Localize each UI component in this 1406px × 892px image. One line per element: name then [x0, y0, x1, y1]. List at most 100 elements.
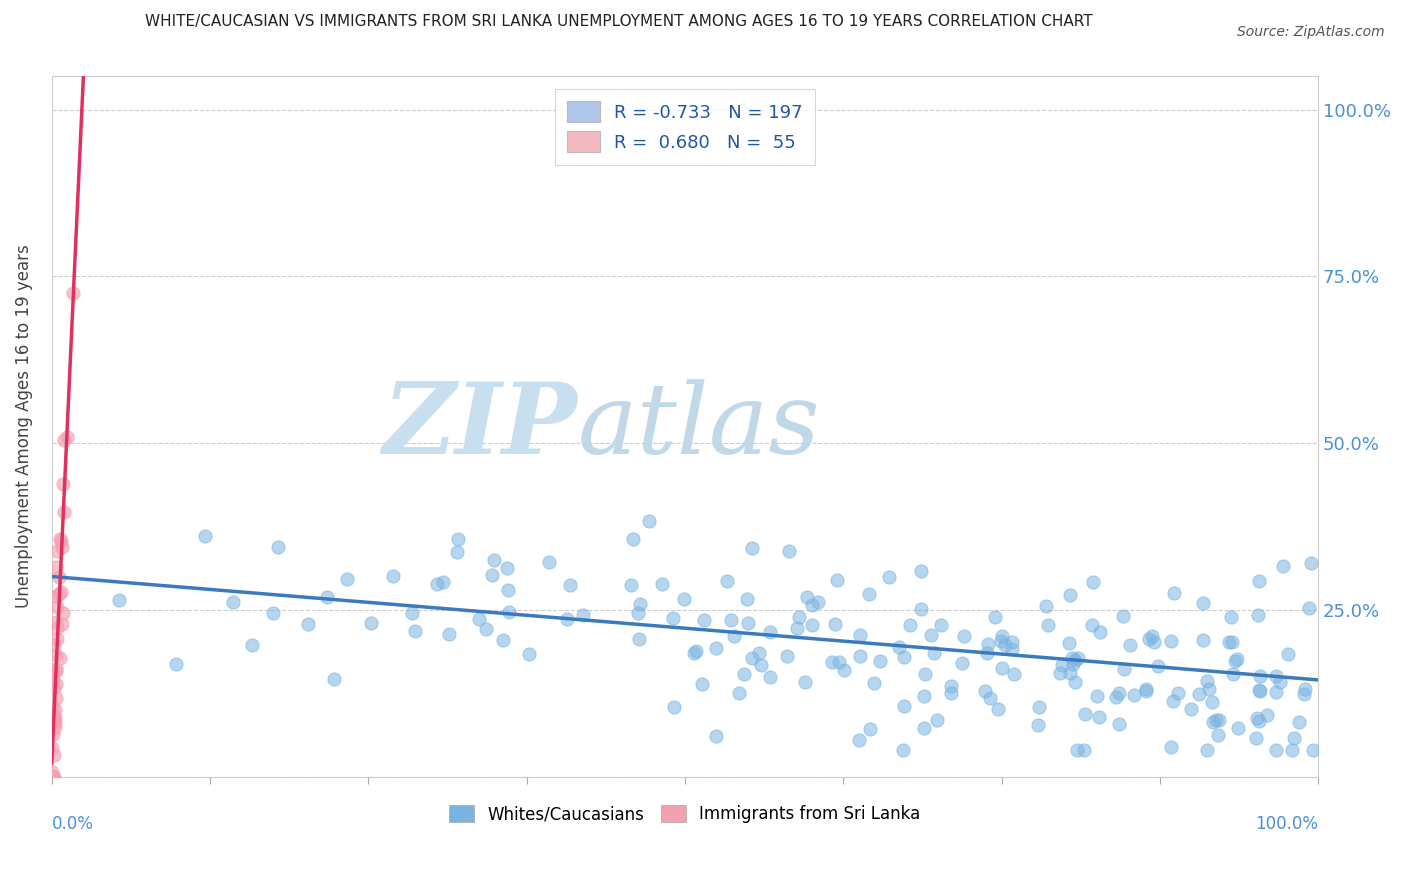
Point	[758, 670, 780, 684]
Point	[1247, 682, 1270, 697]
Point	[41, 740, 63, 755]
Point	[953, 629, 976, 643]
Point	[1049, 665, 1071, 680]
Point	[44, 720, 66, 734]
Point	[683, 647, 706, 661]
Point	[1249, 684, 1271, 698]
Point	[44, 638, 66, 652]
Point	[46, 632, 69, 647]
Point	[1265, 743, 1288, 757]
Point	[1108, 686, 1130, 700]
Point	[910, 565, 932, 579]
Point	[620, 577, 643, 591]
Point	[950, 656, 973, 670]
Point	[297, 616, 319, 631]
Point	[1028, 699, 1050, 714]
Point	[1135, 681, 1157, 696]
Point	[1277, 647, 1299, 661]
Point	[749, 657, 772, 672]
Point	[741, 541, 763, 555]
Point	[1140, 629, 1163, 643]
Text: WHITE/CAUCASIAN VS IMMIGRANTS FROM SRI LANKA UNEMPLOYMENT AMONG AGES 16 TO 19 YE: WHITE/CAUCASIAN VS IMMIGRANTS FROM SRI L…	[145, 14, 1092, 29]
Point	[914, 667, 936, 681]
Point	[165, 657, 187, 672]
Point	[48, 570, 70, 584]
Point	[1198, 682, 1220, 697]
Point	[859, 722, 882, 736]
Point	[51, 540, 73, 554]
Point	[426, 576, 449, 591]
Point	[1073, 743, 1095, 757]
Point	[44, 747, 66, 762]
Point	[1161, 694, 1184, 708]
Point	[1035, 599, 1057, 613]
Point	[1302, 743, 1324, 757]
Point	[704, 641, 727, 656]
Point	[893, 699, 915, 714]
Point	[1294, 682, 1316, 697]
Point	[979, 690, 1001, 705]
Point	[759, 624, 782, 639]
Point	[44, 770, 66, 784]
Text: atlas: atlas	[578, 379, 820, 474]
Point	[51, 616, 73, 631]
Point	[1059, 588, 1081, 602]
Point	[437, 627, 460, 641]
Point	[1246, 711, 1268, 725]
Point	[801, 599, 824, 613]
Point	[990, 661, 1012, 675]
Point	[807, 595, 830, 609]
Point	[920, 628, 942, 642]
Point	[877, 570, 900, 584]
Point	[194, 529, 217, 543]
Point	[638, 514, 661, 528]
Point	[1067, 651, 1090, 665]
Point	[775, 649, 797, 664]
Point	[1163, 586, 1185, 600]
Point	[821, 655, 844, 669]
Point	[49, 534, 72, 549]
Text: ZIP: ZIP	[382, 378, 578, 475]
Point	[787, 610, 810, 624]
Y-axis label: Unemployment Among Ages 16 to 19 years: Unemployment Among Ages 16 to 19 years	[15, 244, 32, 608]
Point	[706, 729, 728, 743]
Point	[628, 597, 651, 611]
Point	[1026, 718, 1049, 732]
Point	[41, 770, 63, 784]
Point	[662, 700, 685, 714]
Point	[1222, 666, 1244, 681]
Point	[1270, 675, 1292, 690]
Point	[1081, 575, 1104, 590]
Point	[720, 613, 742, 627]
Point	[716, 574, 738, 588]
Point	[1146, 659, 1168, 673]
Point	[1118, 638, 1140, 652]
Point	[1226, 652, 1249, 666]
Point	[41, 770, 63, 784]
Point	[45, 543, 67, 558]
Point	[672, 592, 695, 607]
Point	[735, 592, 758, 607]
Point	[848, 648, 870, 663]
Point	[555, 612, 578, 626]
Point	[1066, 743, 1088, 757]
Point	[733, 666, 755, 681]
Point	[651, 577, 673, 591]
Point	[42, 665, 65, 680]
Point	[1272, 559, 1295, 574]
Point	[991, 629, 1014, 643]
Point	[467, 612, 489, 626]
Point	[1220, 609, 1243, 624]
Point	[1112, 608, 1135, 623]
Point	[1197, 743, 1219, 757]
Point	[1249, 668, 1271, 682]
Point	[41, 770, 63, 784]
Point	[1265, 668, 1288, 682]
Point	[1135, 684, 1157, 698]
Point	[432, 574, 454, 589]
Point	[832, 663, 855, 677]
Point	[447, 533, 470, 547]
Point	[1062, 657, 1084, 671]
Point	[922, 647, 945, 661]
Point	[41, 764, 63, 779]
